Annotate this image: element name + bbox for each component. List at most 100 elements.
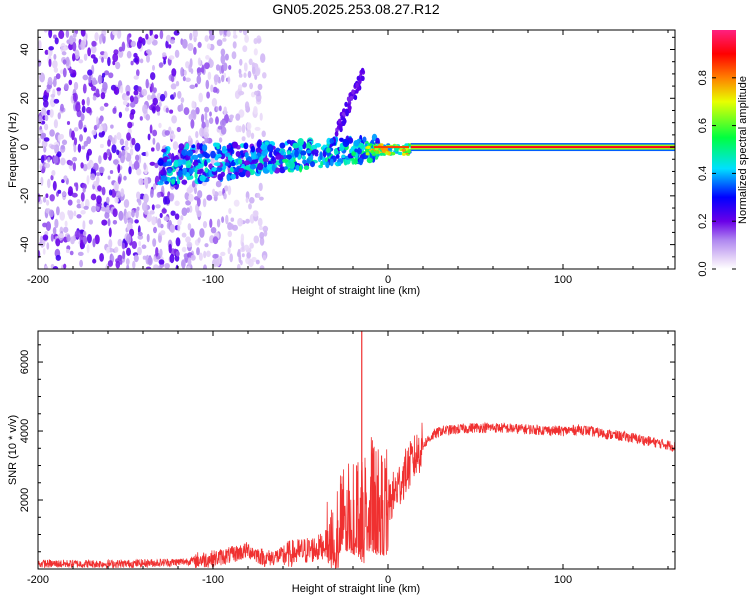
- noise-cell: [63, 175, 68, 181]
- snr-frame: [37, 330, 676, 570]
- spectrogram-frame: [37, 29, 676, 270]
- noise-cell: [75, 102, 81, 113]
- colorbar-tick-label: 0.2: [697, 214, 709, 229]
- colorbar-tick-label: 0.4: [697, 166, 709, 181]
- spectrogram-x-axis-label: Height of straight line (km): [292, 285, 420, 297]
- noise-cell: [233, 199, 240, 207]
- noise-cell: [238, 90, 245, 96]
- signal-cell: [366, 157, 373, 164]
- noise-cell: [152, 129, 158, 137]
- signal-cell: [219, 152, 226, 160]
- noise-cell: [253, 48, 258, 56]
- noise-cell: [138, 240, 142, 247]
- noise-cell: [80, 30, 86, 37]
- noise-cell: [243, 62, 248, 72]
- noise-cell: [76, 203, 82, 209]
- noise-cell: [197, 237, 201, 243]
- noise-cell: [68, 35, 74, 45]
- noise-cell: [111, 144, 117, 154]
- noise-cell: [220, 54, 226, 65]
- noise-cell: [223, 62, 228, 71]
- noise-cell: [175, 80, 180, 87]
- noise-cell: [177, 90, 182, 99]
- noise-cell: [129, 148, 134, 156]
- noise-cell: [43, 137, 50, 142]
- colorbar-tick-label: 0.8: [697, 70, 709, 85]
- noise-cell: [98, 166, 105, 173]
- signal-cell: [361, 75, 365, 81]
- noise-cell: [130, 101, 136, 108]
- noise-cell: [53, 53, 57, 60]
- noise-cell: [213, 74, 220, 83]
- noise-cell: [170, 83, 177, 90]
- signal-cell: [401, 148, 406, 152]
- noise-cell: [241, 136, 246, 142]
- noise-cell: [117, 254, 123, 261]
- noise-cell: [212, 188, 216, 195]
- noise-cell: [255, 259, 260, 265]
- signal-cell: [211, 167, 217, 172]
- noise-cell: [54, 37, 59, 45]
- noise-cell: [44, 265, 49, 269]
- noise-cell: [103, 102, 109, 107]
- noise-cell: [45, 221, 52, 232]
- noise-cell: [130, 60, 134, 66]
- noise-cell: [50, 144, 56, 150]
- noise-cell: [181, 259, 186, 269]
- signal-cell: [164, 180, 170, 185]
- signal-cell: [202, 151, 208, 158]
- noise-cell: [48, 58, 52, 68]
- noise-cell: [82, 83, 87, 94]
- signal-cell: [348, 105, 352, 111]
- signal-cell: [384, 151, 389, 155]
- noise-cell: [185, 61, 190, 69]
- noise-cell: [160, 230, 166, 236]
- signal-cell: [333, 148, 339, 156]
- noise-cell: [163, 216, 169, 222]
- noise-cell: [141, 88, 148, 97]
- noise-cell: [215, 116, 219, 125]
- noise-cell: [133, 254, 139, 263]
- noise-cell: [145, 151, 149, 157]
- signal-cell: [229, 161, 236, 167]
- noise-cell: [60, 42, 66, 53]
- noise-cell: [164, 263, 171, 269]
- colorbar-ticks: 0.0 0.2 0.4 0.6 0.8: [697, 70, 736, 277]
- noise-cell: [115, 61, 121, 70]
- noise-cell: [154, 162, 159, 169]
- signal-cell: [397, 151, 402, 155]
- noise-cell: [171, 68, 177, 77]
- snr-panel: -200 -100 0 100 2000 4000 6000 Height of strai…: [7, 330, 676, 595]
- noise-cell: [243, 72, 247, 78]
- noise-cell: [212, 253, 219, 259]
- noise-cell: [82, 187, 86, 193]
- noise-cell: [124, 107, 130, 112]
- noise-cell: [56, 151, 62, 158]
- noise-cell: [212, 236, 219, 245]
- noise-cell: [107, 139, 111, 147]
- snr-line: [38, 421, 675, 569]
- signal-cell: [257, 162, 264, 171]
- noise-cell: [39, 129, 44, 134]
- noise-cell: [151, 204, 155, 211]
- spectrogram-y-tick-label: 40: [19, 43, 31, 55]
- signal-cell: [342, 108, 346, 114]
- signal-cell: [230, 167, 234, 173]
- noise-cell: [227, 247, 231, 255]
- noise-cell: [227, 185, 232, 196]
- noise-cell: [67, 199, 73, 206]
- noise-cell: [223, 106, 227, 115]
- signal-cell: [359, 142, 365, 150]
- signal-cell: [335, 154, 340, 159]
- signal-cell: [238, 158, 243, 165]
- signal-cell: [320, 160, 324, 167]
- noise-cell: [96, 116, 99, 125]
- noise-cell: [235, 113, 241, 121]
- noise-cell: [233, 30, 237, 37]
- noise-cell: [137, 234, 144, 240]
- noise-cell: [153, 264, 159, 269]
- noise-cell: [168, 55, 175, 60]
- noise-cell: [185, 236, 191, 243]
- noise-cell: [204, 137, 209, 144]
- noise-cell: [82, 74, 89, 81]
